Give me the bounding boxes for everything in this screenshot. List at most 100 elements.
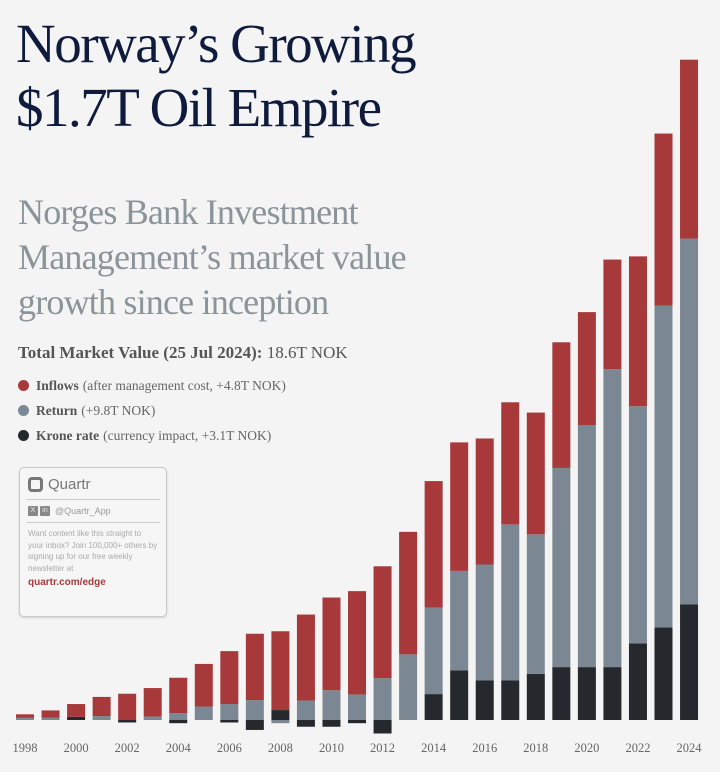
bar-segment-krone-rate-2004 <box>169 720 188 724</box>
bar-segment-inflows-2002 <box>118 693 137 720</box>
subtitle-line: Management’s market value <box>18 237 407 277</box>
bar-segment-return-2020 <box>577 424 596 668</box>
bar-segment-return-2008 <box>271 720 290 724</box>
bar-segment-krone-rate-2019 <box>552 667 571 720</box>
bar-segment-inflows-2016 <box>475 438 494 565</box>
quartr-brand: Quartr <box>26 468 160 500</box>
bar-segment-krone-rate-2023 <box>654 627 673 720</box>
social-handle[interactable]: @Quartr_App <box>55 506 111 516</box>
legend-item-krone-rate: Krone rate (currency impact, +3.1T NOK) <box>18 423 286 448</box>
legend-detail: (+9.8T NOK) <box>81 402 156 418</box>
title-line: $1.7T Oil Empire <box>16 77 382 138</box>
bar-segment-inflows-2001 <box>92 696 111 717</box>
legend-name: Return <box>36 402 78 418</box>
linkedin-icon[interactable]: in <box>40 506 50 516</box>
x-tick-label: 2008 <box>268 741 293 755</box>
x-tick-label: 2020 <box>574 741 599 755</box>
bar-segment-inflows-2009 <box>296 614 315 701</box>
x-tick-label: 2018 <box>523 741 548 755</box>
subtitle: Norges Bank Investment Management’s mark… <box>18 190 488 325</box>
bar-segment-return-2012 <box>373 678 392 720</box>
bar-segment-krone-rate-2022 <box>628 643 647 720</box>
bar-segment-inflows-2018 <box>526 412 545 535</box>
bar-segment-krone-rate-2012 <box>373 720 392 734</box>
bar-segment-inflows-2010 <box>322 597 341 691</box>
legend-name: Inflows <box>36 377 79 393</box>
bar-segment-krone-rate-2000 <box>67 716 86 720</box>
x-tick-label: 2004 <box>166 741 192 755</box>
bar-segment-return-2024 <box>680 238 699 605</box>
bar-segment-return-2015 <box>450 570 469 671</box>
bar-segment-krone-rate-2020 <box>577 667 596 720</box>
x-tick-label: 2024 <box>677 741 703 755</box>
bar-segment-return-2006 <box>220 704 239 720</box>
bar-segment-return-2004 <box>169 713 188 720</box>
bar-segment-inflows-1999 <box>41 710 60 718</box>
bar-segment-krone-rate-2008 <box>271 710 290 720</box>
bar-segment-krone-rate-2018 <box>526 673 545 720</box>
bar-segment-return-1998 <box>16 717 34 720</box>
bar-segment-return-2018 <box>526 534 545 674</box>
bar-segment-krone-rate-2002 <box>118 720 137 723</box>
bar-segment-return-2011 <box>348 694 367 720</box>
legend-detail: (after management cost, +4.8T NOK) <box>82 377 286 393</box>
quartr-card: Quartr X in @Quartr_App Want content lik… <box>19 467 167 617</box>
newsletter-link[interactable]: quartr.com/edge <box>28 577 106 588</box>
bar-segment-inflows-2013 <box>399 531 418 655</box>
subtitle-line: growth since inception <box>18 282 329 322</box>
bar-segment-inflows-2021 <box>603 259 622 370</box>
bar-segment-krone-rate-2006 <box>220 720 239 723</box>
x-tick-label: 2016 <box>472 741 497 755</box>
total-label: Total Market Value (25 Jul 2024): <box>18 343 263 362</box>
legend: Inflows (after management cost, +4.8T NO… <box>18 373 286 448</box>
bar-segment-krone-rate-2010 <box>322 720 341 727</box>
bar-segment-inflows-2019 <box>552 342 571 468</box>
bar-segment-return-2014 <box>424 607 443 695</box>
bar-segment-return-2009 <box>296 700 315 720</box>
page-title: Norway’s Growing $1.7T Oil Empire <box>16 12 417 140</box>
grey-dot-icon <box>18 405 29 416</box>
bar-segment-inflows-2008 <box>271 631 290 711</box>
bar-segment-return-2001 <box>92 716 111 720</box>
bar-segment-return-2022 <box>628 406 647 644</box>
bar-segment-inflows-2022 <box>628 256 647 407</box>
newsletter-blurb: Want content like this straight to your … <box>28 529 158 573</box>
legend-item-inflows: Inflows (after management cost, +4.8T NO… <box>18 373 286 398</box>
x-tick-label: 1998 <box>13 741 38 755</box>
bar-segment-inflows-2004 <box>169 677 188 714</box>
legend-item-return: Return (+9.8T NOK) <box>18 398 286 423</box>
bar-segment-krone-rate-2009 <box>296 720 315 727</box>
total-value: 18.6T NOK <box>266 343 348 362</box>
bar-segment-inflows-2003 <box>143 688 162 717</box>
brand-name: Quartr <box>48 476 91 493</box>
x-tick-label: 2010 <box>319 741 344 755</box>
bar-segment-inflows-2000 <box>67 704 86 717</box>
x-tick-label: 2014 <box>421 741 447 755</box>
bar-segment-inflows-2020 <box>577 312 596 425</box>
bar-segment-return-2010 <box>322 690 341 720</box>
x-tick-label: 2006 <box>217 741 242 755</box>
bar-segment-krone-rate-2007 <box>245 720 264 730</box>
quartr-logo-icon <box>28 477 43 492</box>
bar-segment-return-2023 <box>654 305 673 628</box>
black-dot-icon <box>18 430 29 441</box>
bar-segment-inflows-2024 <box>680 59 699 239</box>
bar-segment-inflows-2015 <box>450 442 469 571</box>
total-market-value: Total Market Value (25 Jul 2024): 18.6T … <box>18 343 348 363</box>
subtitle-line: Norges Bank Investment <box>18 192 358 232</box>
x-icon[interactable]: X <box>28 506 38 516</box>
bar-segment-krone-rate-2021 <box>603 667 622 720</box>
bars-group <box>16 59 699 734</box>
bar-segment-inflows-2006 <box>220 651 239 705</box>
bar-segment-return-2005 <box>194 706 213 720</box>
x-tick-label: 2000 <box>64 741 89 755</box>
bar-segment-inflows-2014 <box>424 481 443 608</box>
bar-segment-return-2016 <box>475 564 494 681</box>
bar-segment-return-2019 <box>552 467 571 668</box>
title-line: Norway’s Growing <box>16 13 417 74</box>
bar-segment-krone-rate-2016 <box>475 680 494 720</box>
bar-segment-return-1999 <box>41 717 60 720</box>
bar-segment-inflows-2017 <box>501 402 520 525</box>
bar-segment-return-2013 <box>399 654 418 720</box>
